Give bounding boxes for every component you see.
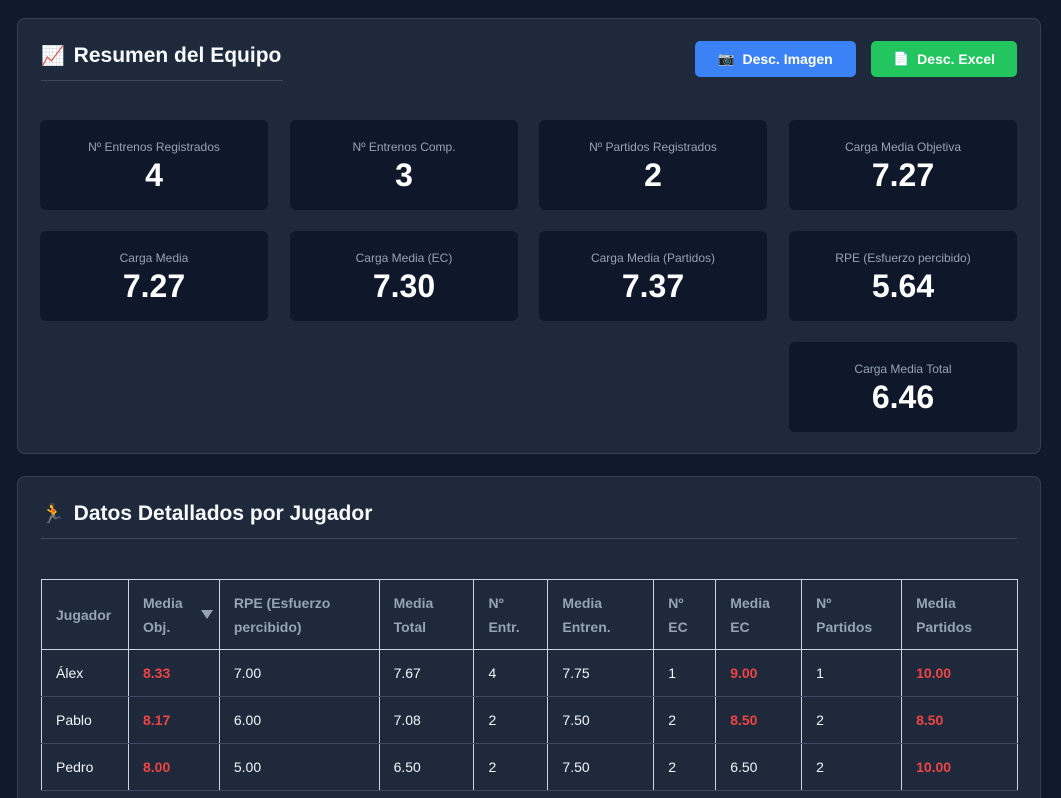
table-cell: 8.50	[715, 696, 803, 744]
players-title-text: Datos Detallados por Jugador	[73, 502, 373, 525]
stat-label: Carga Media Objetiva	[844, 140, 962, 154]
stat-label: Carga Media (EC)	[355, 251, 453, 265]
camera-icon: 📷	[718, 51, 735, 66]
table-cell: 2	[653, 696, 717, 744]
stat-value: 7.27	[871, 157, 935, 193]
table-cell: 9.00	[715, 649, 803, 697]
table-cell: 7.67	[378, 649, 475, 697]
table-cell: 4	[473, 649, 549, 697]
stat-label: Carga Media Total	[854, 362, 952, 376]
stat-card-avg-load-matches: Carga Media (Partidos) 7.37	[539, 231, 767, 321]
table-cell: 1	[653, 649, 717, 697]
download-image-label: Desc. Imagen	[742, 51, 833, 67]
player-details-panel: 🏃 Datos Detallados por Jugador Jugador M…	[17, 476, 1041, 798]
table-cell: 2	[473, 743, 549, 791]
table-cell: 10.00	[901, 649, 1018, 697]
title-divider	[41, 80, 283, 81]
table-cell: 5.00	[218, 743, 380, 791]
stat-value: 3	[395, 157, 413, 193]
table-cell: 7.00	[218, 649, 380, 697]
sort-descending-icon[interactable]	[200, 610, 213, 619]
stat-card-matches-registered: Nº Partidos Registrados 2	[539, 120, 767, 210]
table-cell: 7.75	[547, 649, 655, 697]
table-cell: 7.50	[547, 743, 655, 791]
table-row[interactable]: Pedro 8.00 5.00 6.50 2 7.50 2 6.50 2 10.00	[41, 743, 1018, 791]
column-header[interactable]: Media Total	[378, 579, 475, 650]
table-cell: 8.17	[127, 696, 220, 744]
stat-label: Carga Media	[119, 251, 189, 265]
table-header-row: Jugador Media Obj. RPE (Esfuerzo percibido…	[41, 579, 1018, 650]
table-cell: 7.08	[378, 696, 475, 744]
title-divider	[41, 538, 1017, 539]
team-summary-panel: 📈 Resumen del Equipo 📷 Desc. Imagen 📄 De…	[17, 18, 1041, 454]
column-header[interactable]: RPE (Esfuerzo percibido)	[218, 579, 380, 650]
stat-card-trainings-registered: Nº Entrenos Registrados 4	[40, 120, 268, 210]
table-cell: 2	[801, 696, 903, 744]
table-row[interactable]: Álex 8.33 7.00 7.67 4 7.75 1 9.00 1 10.00	[41, 649, 1018, 697]
table-cell: 2	[801, 743, 903, 791]
players-title: 🏃 Datos Detallados por Jugador	[41, 502, 372, 526]
table-cell: 2	[653, 743, 717, 791]
stat-label: Nº Entrenos Comp.	[352, 140, 456, 154]
stat-value: 6.46	[871, 379, 935, 415]
player-name-cell: Pablo	[41, 696, 129, 744]
column-header-sorted[interactable]: Media Obj.	[127, 579, 220, 650]
stat-card-avg-load: Carga Media 7.27	[40, 231, 268, 321]
table-cell: 7.50	[547, 696, 655, 744]
stat-value: 2	[644, 157, 662, 193]
table-cell: 1	[801, 649, 903, 697]
column-header[interactable]: Media EC	[715, 579, 803, 650]
table-cell: 8.00	[127, 743, 220, 791]
table-cell: 10.00	[901, 743, 1018, 791]
stat-value: 5.64	[871, 268, 935, 304]
column-header[interactable]: Nº Entr.	[473, 579, 549, 650]
download-excel-label: Desc. Excel	[917, 51, 996, 67]
summary-title: 📈 Resumen del Equipo	[41, 44, 281, 68]
stat-card-rpe: RPE (Esfuerzo percibido) 5.64	[789, 231, 1017, 321]
stat-value: 4	[145, 157, 163, 193]
chart-increasing-icon: 📈	[41, 45, 65, 67]
column-header[interactable]: Media Partidos	[901, 579, 1018, 650]
download-image-button[interactable]: 📷 Desc. Imagen	[695, 41, 856, 77]
stat-value: 7.27	[122, 268, 186, 304]
table-cell: 6.50	[378, 743, 475, 791]
stat-value: 7.30	[372, 268, 436, 304]
stat-label: Carga Media (Partidos)	[590, 251, 716, 265]
document-icon: 📄	[892, 51, 910, 66]
download-excel-button[interactable]: 📄 Desc. Excel	[871, 41, 1017, 77]
players-table-body: Álex 8.33 7.00 7.67 4 7.75 1 9.00 1 10.00 Pablo 8.1…	[41, 649, 1018, 791]
table-row[interactable]: Pablo 8.17 6.00 7.08 2 7.50 2 8.50 2 8.50	[41, 696, 1018, 744]
stat-value: 7.37	[621, 268, 685, 304]
table-cell: 2	[473, 696, 549, 744]
stat-label: Nº Partidos Registrados	[589, 140, 717, 154]
player-name-cell: Pedro	[41, 743, 129, 791]
stat-label: Nº Entrenos Registrados	[88, 140, 220, 154]
stat-card-trainings-comp: Nº Entrenos Comp. 3	[290, 120, 518, 210]
table-cell: 6.50	[715, 743, 803, 791]
stat-card-total-load: Carga Media Total 6.46	[789, 342, 1017, 432]
player-name-cell: Álex	[41, 649, 129, 697]
column-header[interactable]: Nº Partidos	[801, 579, 903, 650]
table-cell: 8.33	[127, 649, 220, 697]
stat-card-avg-load-ec: Carga Media (EC) 7.30	[290, 231, 518, 321]
column-header[interactable]: Jugador	[41, 579, 129, 650]
stat-label: RPE (Esfuerzo percibido)	[835, 251, 971, 265]
table-cell: 8.50	[901, 696, 1018, 744]
column-header[interactable]: Media Entren.	[547, 579, 655, 650]
stat-card-objective-load: Carga Media Objetiva 7.27	[789, 120, 1017, 210]
summary-title-text: Resumen del Equipo	[73, 44, 282, 67]
table-cell: 6.00	[218, 696, 380, 744]
runner-icon: 🏃	[41, 503, 65, 525]
players-table: Jugador Media Obj. RPE (Esfuerzo percibido…	[41, 579, 1018, 791]
column-header[interactable]: Nº EC	[653, 579, 717, 650]
